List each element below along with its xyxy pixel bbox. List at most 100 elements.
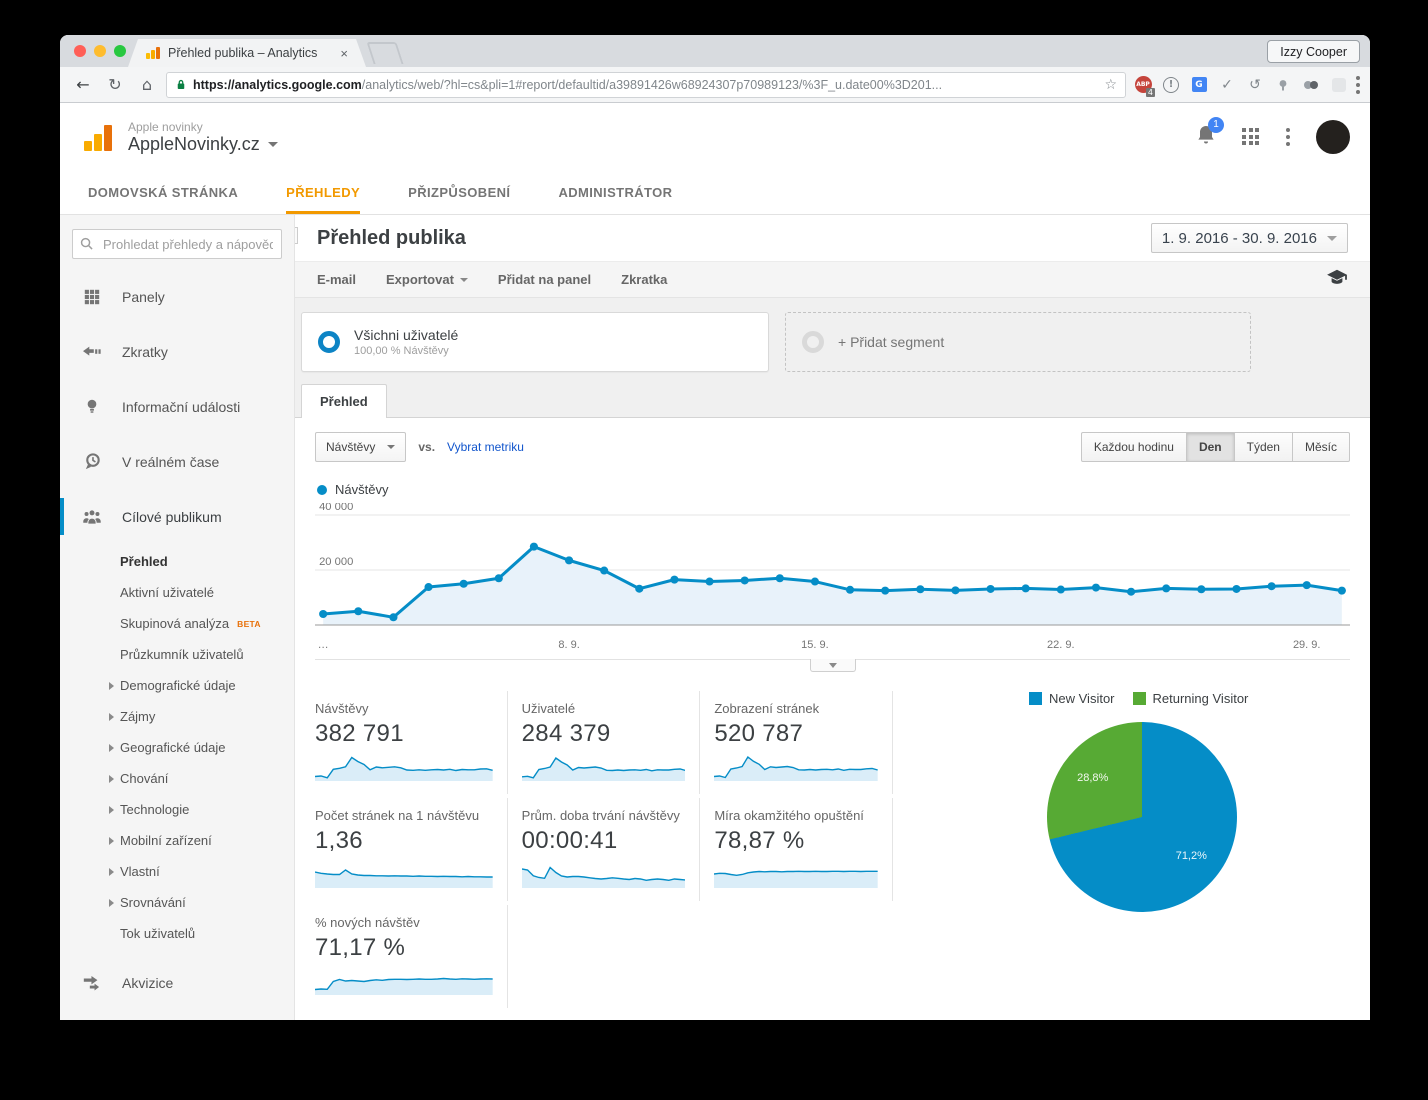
- action-exportovat[interactable]: Exportovat: [386, 272, 468, 287]
- sidebar-item-zkratky[interactable]: Zkratky: [60, 324, 294, 379]
- metric-card--nov-ch-n-v-t-v: % nových návštěv 71,17 %: [315, 905, 508, 1008]
- nav-item-p-ehledy[interactable]: PŘEHLEDY: [286, 171, 361, 214]
- check-extension-icon[interactable]: ✓: [1221, 76, 1233, 93]
- realtime-icon: [82, 452, 102, 471]
- segment-ring-icon: [318, 331, 340, 353]
- sidebar-item-label: V reálném čase: [122, 453, 220, 470]
- browser-tab[interactable]: Přehled publika – Analytics ×: [128, 39, 366, 67]
- nav-item-domovsk-str-nka[interactable]: DOMOVSKÁ STRÁNKA: [88, 185, 239, 200]
- granularity-ka-dou-hodinu[interactable]: Každou hodinu: [1080, 432, 1187, 462]
- metric-label[interactable]: Prům. doba trvání návštěvy: [521, 808, 680, 823]
- sidebar-subitem-z-jmy[interactable]: Zájmy: [60, 701, 294, 732]
- granularity-t-den[interactable]: Týden: [1234, 432, 1293, 462]
- history-extension-icon[interactable]: ↺: [1249, 76, 1261, 93]
- metric-label[interactable]: Zobrazení stránek: [714, 701, 820, 716]
- property-selector[interactable]: AppleNovinky.cz: [128, 134, 278, 155]
- sidebar-subitem-mobiln-za-zen-[interactable]: Mobilní zařízení: [60, 825, 294, 856]
- tab-close-icon[interactable]: ×: [340, 45, 348, 61]
- collapse-sidebar-button[interactable]: [295, 227, 298, 244]
- disabled-extension-icon[interactable]: [1328, 74, 1350, 96]
- new-tab-button[interactable]: [366, 42, 404, 64]
- sidebar-subitem-chov-n-[interactable]: Chování: [60, 763, 294, 794]
- sidebar-subitem-geografick-daje[interactable]: Geografické údaje: [60, 732, 294, 763]
- nav-item-p-izp-soben-[interactable]: PŘIZPŮSOBENÍ: [408, 185, 511, 200]
- minimize-window-button[interactable]: [94, 45, 106, 57]
- action-p-idat-na-panel[interactable]: Přidat na panel: [497, 272, 592, 287]
- account-name: Apple novinky: [128, 119, 203, 134]
- glasses-extension-icon[interactable]: [1300, 74, 1322, 96]
- url-host: https://analytics.google.com: [193, 77, 362, 92]
- sidebar: Panely Zkratky Informační události V reálné…: [60, 215, 295, 1020]
- bookmark-star-icon[interactable]: ☆: [1104, 76, 1117, 93]
- nav-item-administr-tor[interactable]: ADMINISTRÁTOR: [558, 185, 673, 200]
- analytics-header: Apple novinky AppleNovinky.cz 1: [60, 103, 1370, 171]
- sidebar-subitem-skupinov-anal-za[interactable]: Skupinová analýza BETA: [120, 616, 261, 631]
- browser-profile-button[interactable]: Izzy Cooper: [1267, 40, 1360, 63]
- metric-value: 78,87 %: [714, 827, 805, 854]
- url-text: https://analytics.google.com/analytics/w…: [193, 78, 1098, 92]
- beta-badge: BETA: [237, 618, 261, 629]
- pin-extension-icon[interactable]: [1272, 74, 1294, 96]
- granularity-den[interactable]: Den: [1186, 432, 1235, 462]
- sidebar-item-v-re-ln-m-ase[interactable]: V reálném čase: [60, 434, 294, 489]
- reload-button[interactable]: ↻: [108, 75, 122, 94]
- notifications-button[interactable]: 1: [1196, 116, 1224, 151]
- metric-sparkline: [521, 752, 686, 781]
- intelligence-cap-icon[interactable]: [1326, 268, 1348, 291]
- analytics-favicon-icon: [146, 47, 160, 59]
- user-avatar[interactable]: [1316, 120, 1350, 154]
- sidebar-item-informa-n-ud-losti[interactable]: Informační události: [60, 379, 294, 434]
- date-range-picker[interactable]: 1. 9. 2016 - 30. 9. 2016: [1150, 223, 1348, 253]
- adblock-extension-icon[interactable]: ABP 4: [1132, 74, 1155, 97]
- visitor-type-pie-chart[interactable]: 71,2% 28,8%: [1047, 722, 1237, 912]
- svg-text:20 000: 20 000: [319, 556, 353, 568]
- sidebar-subitem-demografick-daje[interactable]: Demografické údaje: [60, 670, 294, 701]
- audience-icon: [82, 508, 102, 525]
- sidebar-item-c-lov-publikum[interactable]: Cílové publikum: [60, 489, 294, 544]
- home-button[interactable]: ⌂: [141, 75, 153, 94]
- x-axis-tick: …: [317, 639, 329, 651]
- address-bar[interactable]: https://analytics.google.com/analytics/w…: [166, 71, 1126, 98]
- translate-extension-icon[interactable]: G: [1188, 74, 1210, 96]
- close-window-button[interactable]: [74, 45, 86, 57]
- segment-name: Všichni uživatelé: [354, 327, 459, 343]
- metric-label[interactable]: Počet stránek na 1 návštěvu: [315, 808, 480, 823]
- add-segment-card[interactable]: + Přidat segment: [785, 312, 1251, 372]
- expand-arrow-icon: [109, 898, 114, 907]
- password-extension-icon[interactable]: !: [1160, 74, 1182, 96]
- tab-prehled[interactable]: Přehled: [301, 384, 387, 418]
- main-navigation: DOMOVSKÁ STRÁNKA PŘEHLEDY PŘIZPŮSOBENÍ ADMI…: [60, 171, 1370, 215]
- notification-badge: 1: [1208, 116, 1224, 133]
- metric-value: 71,17 %: [315, 934, 406, 961]
- search-input[interactable]: [72, 229, 282, 259]
- sidebar-item-akvizice[interactable]: Akvizice: [60, 955, 294, 1010]
- sidebar-subitem-vlastn-[interactable]: Vlastní: [60, 856, 294, 887]
- metric-label[interactable]: Návštěvy: [315, 701, 369, 716]
- metric-label[interactable]: Uživatelé: [521, 701, 576, 716]
- sidebar-subitem-srovn-v-n-[interactable]: Srovnávání: [60, 887, 294, 918]
- sidebar-subitem-technologie[interactable]: Technologie: [60, 794, 294, 825]
- browser-menu-icon[interactable]: [1356, 75, 1360, 94]
- granularity-m-s-c[interactable]: Měsíc: [1292, 432, 1350, 462]
- sidebar-subitem-tok-u-ivatel-[interactable]: Tok uživatelů: [120, 926, 196, 941]
- select-metric-link[interactable]: Vybrat metriku: [447, 440, 524, 454]
- back-button[interactable]: ←: [76, 75, 90, 94]
- visits-line-chart[interactable]: 20 000 40 000: [315, 503, 1350, 635]
- apps-grid-icon[interactable]: [1242, 128, 1260, 146]
- segment-ring-icon: [802, 331, 824, 353]
- sidebar-item-panely[interactable]: Panely: [60, 269, 294, 324]
- metric-select[interactable]: Návštěvy: [315, 432, 407, 462]
- metric-label[interactable]: % nových návštěv: [315, 915, 420, 930]
- chart-collapse-notch[interactable]: [809, 659, 856, 672]
- action-e-mail[interactable]: E-mail: [317, 272, 357, 287]
- sidebar-subitem-pr-zkumn-k-u-ivatel-[interactable]: Průzkumník uživatelů: [120, 647, 244, 662]
- sidebar-subitem-aktivn-u-ivatel-[interactable]: Aktivní uživatelé: [120, 585, 214, 600]
- action-zkratka[interactable]: Zkratka: [621, 272, 668, 287]
- pie-slice-label: 28,8%: [1077, 772, 1109, 785]
- zoom-window-button[interactable]: [114, 45, 126, 57]
- metric-label[interactable]: Míra okamžitého opuštění: [714, 808, 864, 823]
- more-options-icon[interactable]: [1286, 128, 1290, 146]
- intelligence-icon: [82, 397, 102, 416]
- segment-card-all-users[interactable]: Všichni uživatelé 100,00 % Návštěvy: [301, 312, 769, 372]
- sidebar-subitem-p-ehled[interactable]: Přehled: [120, 554, 168, 569]
